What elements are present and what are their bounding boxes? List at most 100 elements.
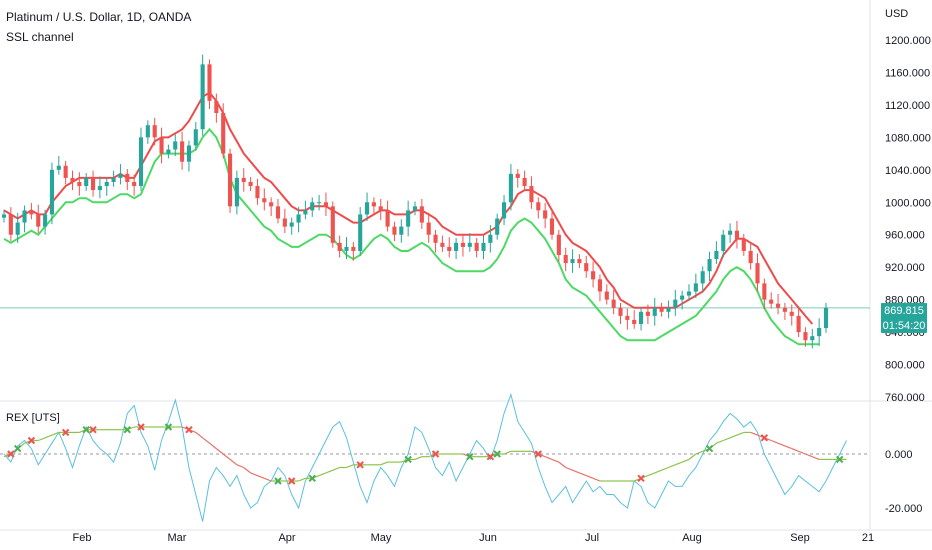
candle-body [652,307,657,316]
time-tick-label: Jun [479,532,497,544]
price-tick-label: 920.000 [885,262,925,274]
candle-body [543,210,548,219]
candle-body [823,307,829,329]
bar-countdown: 01:54:20 [882,320,926,332]
candle-body [399,226,404,235]
candle-body [392,226,397,235]
time-tick-label: Mar [168,532,187,544]
candle-body [625,315,630,320]
candle-body [810,336,815,341]
candle-body [611,299,616,308]
candle-body [262,198,267,203]
candle-body [303,210,308,215]
rex-signal-segment [229,458,238,466]
candle-body [741,238,746,251]
candle-body [241,177,246,182]
rex-signal-segment [675,461,683,466]
candle-body [49,169,55,215]
candle-body [173,141,178,150]
rex-cross-marker [27,436,36,445]
candle-body [488,234,493,243]
rex-signal-segment [572,469,580,474]
rex-signal-segment [770,439,779,444]
price-tick-label: 1200.000 [885,35,931,47]
rex-cross-marker [164,423,173,431]
rex-signal-segment [688,453,697,460]
candle-body [159,137,164,154]
rex-signal-segment [264,477,272,482]
price-tick-label: 1120.000 [885,100,930,112]
candle-body [728,230,733,235]
price-tick-label: 1160.000 [885,67,930,79]
candle-body [371,202,376,207]
candle-body [632,319,637,324]
candle-body [460,242,466,247]
candle-body [111,177,116,182]
last-price-value: 869.815 [884,305,924,317]
candle-body [412,206,418,211]
candle-body [255,186,260,199]
rex-cross-marker [637,474,645,483]
candle-body [1,214,7,218]
candle-body [638,311,644,324]
candle-body [782,307,787,312]
candle-body [385,210,390,227]
rex-signal-segment [661,466,669,471]
last-price-badge: 869.815 01:54:20 [881,303,927,333]
rex-signal-segment [243,467,251,474]
rex-cross-marker [534,450,543,458]
candle-body [77,181,82,187]
candle-body [97,186,102,191]
candle-body [447,246,452,251]
candle-body [645,311,650,316]
candle-body [166,149,171,154]
candle-body [549,218,555,235]
rex-signal-segment [209,442,217,450]
rex-signal-segment [695,450,703,455]
rex-cross-marker [185,425,193,434]
candle-body [227,153,233,207]
rex-signal-segment [503,450,512,455]
candle-body [426,222,431,235]
candle-body [508,173,513,203]
candle-body [145,125,150,138]
candle-body [330,206,335,243]
price-tick-label: 1000.000 [885,197,931,209]
candle-body [515,173,520,178]
candle-body [556,234,561,256]
candle-body [700,271,705,284]
candle-body [734,230,740,239]
candle-body [344,246,349,251]
rex-cross-marker [123,425,132,434]
candle-body [481,242,486,251]
candle-body [351,246,356,251]
rex-signal-segment [558,461,567,468]
candle-body [591,271,596,280]
candle-body [15,222,20,235]
candle-body [193,129,198,146]
candle-body [563,255,568,264]
candle-body [90,177,96,191]
rex-signal-segment [654,469,662,474]
candle-body [714,250,719,260]
rex-signal-segment [44,434,53,439]
candle-body [501,202,507,219]
rex-signal-segment [805,453,813,458]
time-tick-label: May [371,532,392,544]
candle-body [84,177,89,187]
candle-body [707,259,712,272]
currency-label: USD [885,8,908,20]
candle-body [207,64,212,101]
rex-signal-segment [257,475,265,479]
candle-body [36,214,41,227]
rex-cross-marker [760,434,769,442]
candle-body [604,291,609,300]
candle-body [317,202,322,204]
candle-body [522,177,527,187]
candle-body [803,332,808,341]
rex-signal-segment [236,464,244,469]
rex-cross-marker [7,450,15,458]
rex-signal-segment [579,472,587,477]
candle-body [529,186,534,203]
